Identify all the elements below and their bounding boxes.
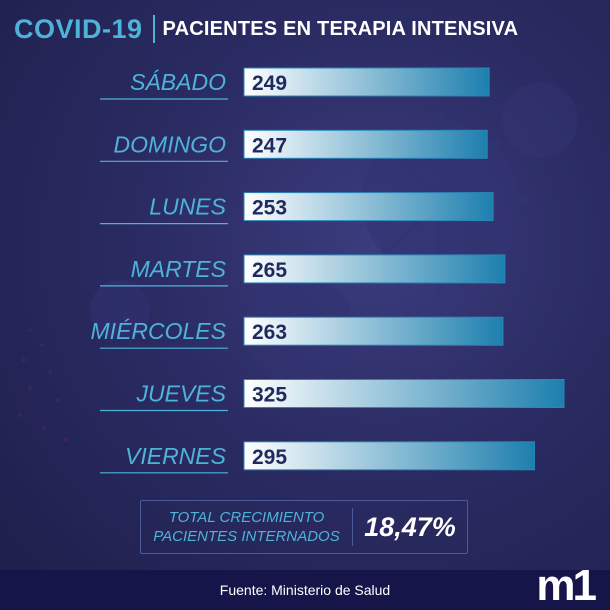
- bar-chart: SÁBADO 249 DOMINGO 247 LUNES 253 MARTES 265 MIÉR…: [91, 67, 565, 474]
- category-label: SÁBADO: [130, 69, 226, 95]
- source-text: Fuente: Ministerio de Salud: [219, 582, 391, 598]
- bar: [243, 316, 504, 346]
- bar: [243, 441, 535, 471]
- category-label: MIÉRCOLES: [91, 318, 227, 344]
- footer: Fuente: Ministerio de Salud m1: [0, 564, 610, 610]
- total-growth-label-line2: PACIENTES INTERNADOS: [153, 528, 340, 545]
- m1-logo: m1: [536, 561, 597, 610]
- header-divider: [152, 15, 155, 43]
- bar-value-label: 247: [252, 134, 287, 157]
- category-label: LUNES: [149, 194, 226, 220]
- bar: [243, 379, 565, 408]
- bar-value-label: 249: [252, 72, 287, 95]
- bar-value-label: 263: [252, 321, 287, 344]
- brand-title: COVID-19: [14, 13, 143, 44]
- bar-value-label: 253: [252, 197, 287, 220]
- total-growth-box: TOTAL CRECIMIENTO PACIENTES INTERNADOS 1…: [140, 500, 468, 554]
- chart-title: PACIENTES EN TERAPIA INTENSIVA: [162, 17, 519, 40]
- bar-value-label: 265: [252, 259, 287, 282]
- bar: [243, 192, 494, 222]
- bar-value-label: 295: [252, 446, 287, 469]
- bar-value-label: 325: [252, 384, 287, 407]
- total-growth-value: 18,47%: [364, 511, 456, 542]
- total-growth-label-line1: TOTAL CRECIMIENTO: [168, 509, 325, 526]
- total-growth-label: TOTAL CRECIMIENTO PACIENTES INTERNADOS: [141, 508, 353, 546]
- category-label: MARTES: [131, 256, 227, 282]
- bar: [243, 129, 488, 159]
- header: COVID-19 PACIENTES EN TERAPIA INTENSIVA: [14, 12, 518, 46]
- category-label: JUEVES: [136, 381, 227, 407]
- category-label: VIERNES: [125, 443, 227, 469]
- bar: [243, 254, 506, 284]
- category-label: DOMINGO: [114, 131, 227, 157]
- bar: [243, 67, 490, 97]
